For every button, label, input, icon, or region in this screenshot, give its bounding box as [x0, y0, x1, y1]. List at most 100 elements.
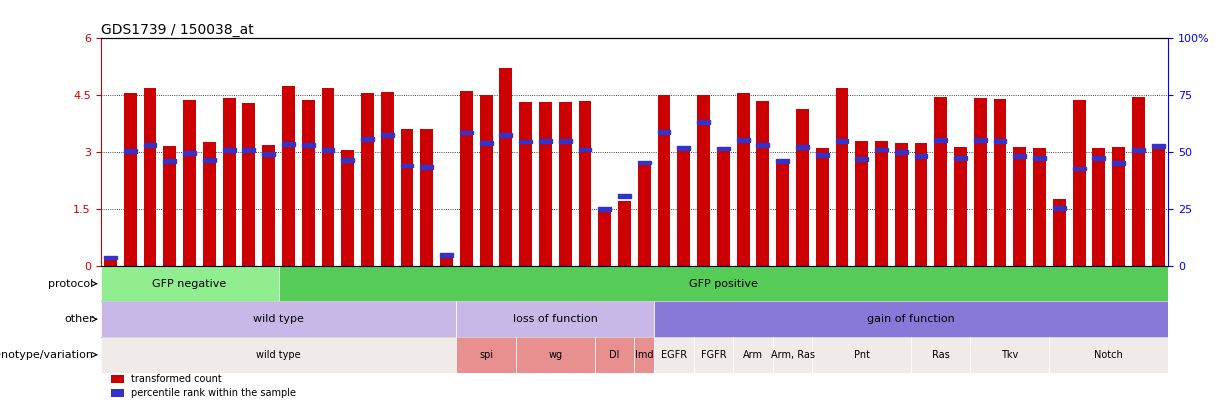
Bar: [421, 129, 433, 266]
Bar: [515, 337, 595, 373]
Bar: [875, 141, 888, 266]
Bar: [796, 145, 809, 149]
Bar: [974, 98, 987, 266]
Bar: [756, 101, 769, 266]
Text: other: other: [64, 314, 97, 324]
Text: GDS1739 / 150038_at: GDS1739 / 150038_at: [101, 23, 253, 37]
Bar: [971, 337, 1049, 373]
Bar: [717, 148, 730, 266]
Bar: [658, 95, 670, 266]
Bar: [1092, 148, 1106, 266]
Bar: [654, 301, 1168, 337]
Bar: [302, 100, 314, 266]
Bar: [638, 162, 650, 266]
Bar: [894, 143, 908, 266]
Bar: [163, 146, 177, 266]
Text: genotype/variation: genotype/variation: [0, 350, 97, 360]
Bar: [101, 337, 456, 373]
Bar: [456, 337, 515, 373]
Bar: [558, 139, 572, 143]
Bar: [361, 137, 374, 141]
Bar: [1049, 337, 1168, 373]
Bar: [1053, 207, 1066, 210]
Bar: [734, 337, 773, 373]
Bar: [499, 68, 513, 266]
Bar: [836, 88, 848, 266]
Bar: [440, 254, 453, 257]
Bar: [618, 194, 631, 198]
Bar: [777, 161, 789, 266]
Text: protocol: protocol: [48, 279, 97, 289]
Bar: [638, 160, 650, 164]
Bar: [855, 157, 869, 161]
Bar: [955, 147, 967, 266]
Bar: [1033, 156, 1047, 160]
Bar: [400, 129, 413, 266]
Text: GFP positive: GFP positive: [688, 279, 758, 289]
Bar: [697, 95, 710, 266]
Text: Dl: Dl: [610, 350, 620, 360]
Bar: [595, 337, 634, 373]
Text: wg: wg: [548, 350, 562, 360]
Text: Pnt: Pnt: [854, 350, 870, 360]
Bar: [1152, 144, 1164, 148]
Bar: [1072, 166, 1086, 171]
Bar: [263, 145, 275, 266]
Bar: [321, 88, 335, 266]
Bar: [875, 148, 888, 151]
Bar: [519, 140, 533, 143]
Bar: [183, 100, 196, 266]
Bar: [361, 94, 374, 266]
Bar: [736, 138, 750, 142]
Bar: [777, 159, 789, 163]
Bar: [341, 150, 355, 266]
Bar: [796, 109, 809, 266]
Bar: [578, 148, 591, 151]
Bar: [380, 92, 394, 266]
Bar: [1014, 154, 1026, 158]
Bar: [456, 301, 654, 337]
Text: transformed count: transformed count: [130, 374, 221, 384]
Bar: [202, 158, 216, 162]
Bar: [480, 95, 492, 266]
Bar: [934, 138, 947, 142]
Bar: [144, 143, 157, 147]
Bar: [654, 337, 693, 373]
Bar: [658, 130, 670, 134]
Bar: [1133, 97, 1145, 266]
Bar: [1112, 161, 1125, 165]
Bar: [912, 337, 971, 373]
Bar: [104, 256, 117, 260]
Bar: [183, 151, 196, 155]
Bar: [599, 207, 611, 211]
Bar: [697, 120, 710, 124]
Bar: [440, 255, 453, 266]
Text: spi: spi: [479, 350, 493, 360]
Bar: [101, 301, 456, 337]
Bar: [163, 159, 177, 163]
Bar: [812, 337, 912, 373]
Bar: [341, 158, 355, 162]
Bar: [279, 266, 1168, 301]
Bar: [717, 147, 730, 150]
Bar: [222, 148, 236, 152]
Bar: [855, 141, 869, 266]
Bar: [144, 88, 157, 266]
Bar: [539, 102, 552, 266]
Text: wild type: wild type: [253, 314, 304, 324]
Text: Arm: Arm: [744, 350, 763, 360]
Bar: [480, 141, 492, 145]
Bar: [894, 150, 908, 154]
Bar: [994, 99, 1006, 266]
Bar: [677, 146, 691, 150]
Text: loss of function: loss of function: [513, 314, 598, 324]
Bar: [400, 164, 413, 167]
Bar: [599, 209, 611, 266]
Bar: [421, 166, 433, 169]
Bar: [222, 98, 236, 266]
Bar: [243, 148, 255, 152]
Text: Arm, Ras: Arm, Ras: [771, 350, 815, 360]
Bar: [282, 142, 294, 146]
Bar: [302, 143, 314, 147]
Text: Notch: Notch: [1094, 350, 1123, 360]
